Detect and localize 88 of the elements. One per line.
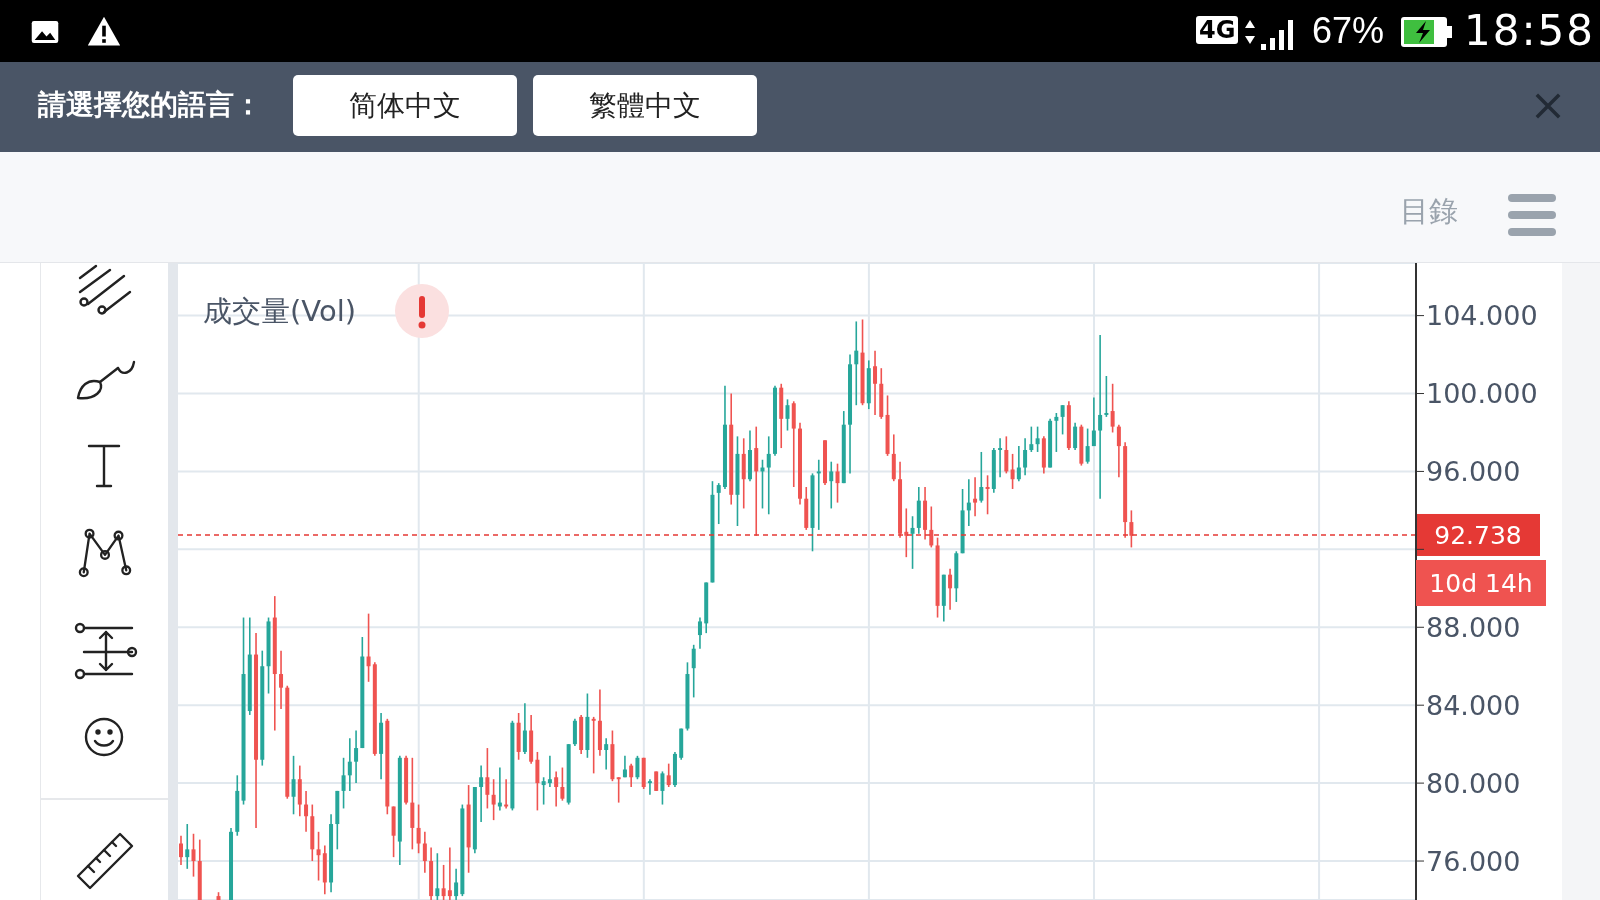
y-tick-label: 80.000 bbox=[1426, 767, 1521, 799]
candlestick bbox=[766, 435, 771, 516]
y-tick-label: 84.000 bbox=[1426, 689, 1521, 721]
candlestick bbox=[1016, 445, 1021, 482]
candlestick bbox=[1091, 396, 1096, 447]
candlestick bbox=[929, 505, 934, 549]
candlestick bbox=[998, 437, 1003, 479]
candlestick bbox=[1035, 425, 1040, 453]
text: 請選擇您的語言： bbox=[38, 87, 262, 123]
candlestick bbox=[948, 568, 953, 611]
candlestick bbox=[560, 766, 565, 802]
candlestick bbox=[754, 425, 759, 537]
candlestick bbox=[985, 474, 990, 516]
text: 18:58 bbox=[1464, 6, 1596, 55]
text: 67% bbox=[1312, 10, 1385, 52]
candlestick bbox=[485, 747, 490, 810]
text: 4G bbox=[1196, 16, 1239, 44]
y-tick-label: 104.000 bbox=[1426, 300, 1538, 332]
candlestick bbox=[691, 644, 696, 699]
candlestick bbox=[660, 770, 665, 806]
candlestick bbox=[479, 764, 484, 823]
candlestick bbox=[316, 831, 321, 882]
candlestick bbox=[816, 458, 821, 531]
candlestick bbox=[447, 846, 452, 900]
candlestick bbox=[1104, 375, 1109, 418]
candlestick bbox=[347, 737, 352, 792]
candlestick bbox=[279, 649, 284, 710]
candlestick bbox=[979, 451, 984, 504]
candlestick bbox=[185, 823, 190, 870]
candlestick bbox=[1054, 412, 1059, 453]
candlestick bbox=[191, 832, 196, 878]
candlestick bbox=[654, 770, 659, 792]
candlestick bbox=[854, 320, 859, 406]
candlestick bbox=[666, 762, 671, 788]
candlestick bbox=[291, 755, 296, 816]
y-tick-label: 100.000 bbox=[1426, 378, 1538, 410]
candlestick bbox=[1129, 509, 1134, 549]
y-tick-label: 76.000 bbox=[1426, 845, 1521, 877]
candlestick bbox=[591, 716, 596, 775]
candlestick bbox=[354, 729, 359, 784]
candlestick bbox=[1023, 437, 1028, 477]
candlestick bbox=[1098, 334, 1103, 500]
candlestick bbox=[616, 776, 621, 804]
candlestick bbox=[1004, 435, 1009, 475]
candlestick bbox=[435, 852, 440, 900]
text: 简体中文 bbox=[349, 87, 461, 124]
candlestick bbox=[1010, 453, 1015, 490]
candlestick bbox=[179, 834, 183, 866]
annotation: 成交量(Vol) bbox=[203, 293, 357, 330]
candlestick bbox=[572, 718, 577, 747]
candlestick bbox=[1110, 382, 1115, 434]
candlestick bbox=[1060, 404, 1065, 436]
candlestick bbox=[829, 460, 834, 510]
candlestick bbox=[835, 462, 840, 504]
candlestick bbox=[522, 702, 527, 755]
candlestick bbox=[441, 864, 446, 900]
ref-line-label: 92.738 bbox=[1434, 520, 1522, 550]
candlestick bbox=[697, 616, 702, 650]
candlestick bbox=[635, 755, 640, 781]
candlestick bbox=[785, 398, 790, 432]
text: 繁體中文 bbox=[589, 87, 701, 124]
candlestick bbox=[1073, 421, 1078, 451]
candlestick bbox=[491, 778, 496, 821]
candlestick bbox=[1116, 423, 1121, 479]
y-tick-label: 96.000 bbox=[1426, 456, 1521, 488]
text: 目錄 bbox=[1400, 193, 1458, 230]
candlestick bbox=[604, 737, 609, 771]
y-tick-label: 88.000 bbox=[1426, 611, 1521, 643]
candlestick bbox=[1029, 425, 1034, 453]
candlestick bbox=[973, 476, 978, 518]
candlestick bbox=[547, 755, 552, 788]
candlestick bbox=[304, 790, 309, 833]
candlestick bbox=[873, 349, 878, 416]
candlestick bbox=[535, 751, 540, 812]
candlestick bbox=[416, 803, 421, 855]
candlestick bbox=[454, 868, 459, 900]
candlestick bbox=[541, 776, 546, 806]
text: 10d 14h bbox=[1416, 560, 1546, 606]
candlestick bbox=[341, 757, 346, 810]
candlestick bbox=[910, 515, 915, 570]
candlestick bbox=[716, 482, 721, 525]
candlestick bbox=[422, 831, 427, 874]
candlestick bbox=[966, 478, 971, 527]
candlestick bbox=[629, 762, 634, 788]
candlestick bbox=[554, 770, 559, 808]
candlestick bbox=[647, 778, 652, 796]
candlestick bbox=[366, 612, 371, 683]
candlestick bbox=[1085, 427, 1090, 465]
